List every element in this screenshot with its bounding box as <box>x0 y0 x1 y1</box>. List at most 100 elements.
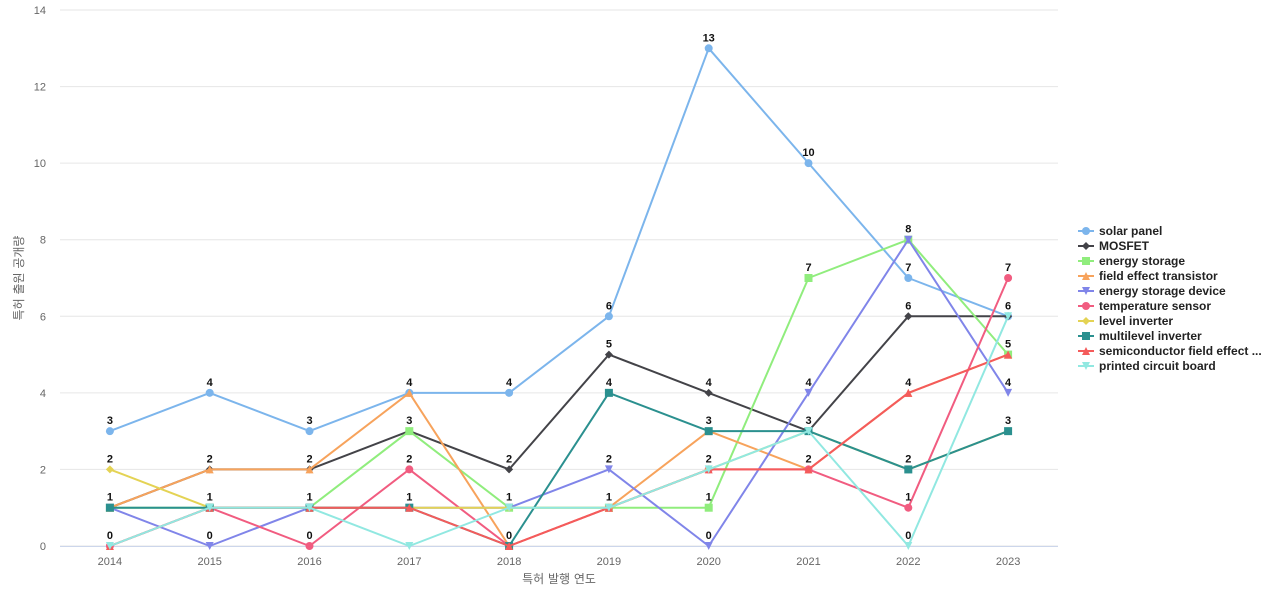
data-point[interactable] <box>205 465 214 474</box>
data-point[interactable] <box>704 44 713 53</box>
legend-symbol[interactable] <box>1082 257 1090 265</box>
data-point[interactable] <box>704 388 713 397</box>
data-point[interactable] <box>904 274 913 282</box>
data-point[interactable] <box>604 312 613 321</box>
data-point[interactable] <box>604 503 613 512</box>
data-point[interactable] <box>205 388 214 397</box>
legend-item[interactable]: printed circuit board <box>1078 359 1216 373</box>
legend-item[interactable]: energy storage <box>1078 254 1185 268</box>
data-point[interactable] <box>105 542 114 550</box>
data-point[interactable] <box>1004 427 1013 436</box>
data-point[interactable] <box>704 542 713 550</box>
legend-symbol[interactable] <box>1082 347 1090 355</box>
legend-item[interactable]: multilevel inverter <box>1078 329 1202 343</box>
legend-symbol[interactable] <box>1082 317 1090 325</box>
data-point[interactable] <box>205 503 214 512</box>
series-0[interactable] <box>105 44 1013 436</box>
data-point[interactable] <box>904 312 913 321</box>
data-label: 3 <box>706 415 712 427</box>
legend-item[interactable]: field effect transistor <box>1078 269 1218 283</box>
legend-symbol[interactable] <box>1082 332 1090 340</box>
data-point[interactable] <box>405 503 414 512</box>
data-point[interactable] <box>405 427 414 436</box>
data-point[interactable] <box>1004 274 1013 282</box>
data-point[interactable] <box>604 388 613 397</box>
legend-symbol[interactable] <box>1082 272 1090 280</box>
series-line[interactable] <box>109 315 1009 509</box>
data-point[interactable] <box>505 542 514 550</box>
legend-item[interactable]: MOSFET <box>1078 239 1150 253</box>
series-line[interactable] <box>109 353 1009 547</box>
data-label: 4 <box>706 377 713 389</box>
series-9[interactable] <box>105 312 1013 550</box>
y-tick-label: 2 <box>40 464 46 476</box>
data-point[interactable] <box>704 465 713 474</box>
data-label: 1 <box>306 492 312 504</box>
legend-item[interactable]: temperature sensor <box>1078 299 1211 313</box>
data-label: 1 <box>207 492 213 504</box>
data-point[interactable] <box>1004 388 1013 397</box>
data-point[interactable] <box>405 542 414 550</box>
legend-symbol[interactable] <box>1082 362 1090 370</box>
data-point[interactable] <box>305 427 314 436</box>
x-tick-label: 2018 <box>497 556 521 568</box>
data-point[interactable] <box>305 542 314 550</box>
series-1[interactable] <box>105 312 1013 512</box>
data-point[interactable] <box>205 542 214 550</box>
data-point[interactable] <box>804 159 813 168</box>
series-line[interactable] <box>109 315 1010 547</box>
data-point[interactable] <box>305 503 314 512</box>
data-point[interactable] <box>704 427 713 436</box>
data-point[interactable] <box>105 503 114 512</box>
data-label: 1 <box>506 492 512 504</box>
data-point[interactable] <box>904 503 913 512</box>
data-point[interactable] <box>704 503 713 512</box>
data-point[interactable] <box>105 427 114 436</box>
data-label: 6 <box>606 300 612 312</box>
x-tick-label: 2023 <box>996 556 1020 568</box>
series-line[interactable] <box>109 47 1009 433</box>
data-point[interactable] <box>604 465 613 474</box>
data-point[interactable] <box>804 427 813 436</box>
data-label: 6 <box>1005 300 1011 312</box>
legend-item[interactable]: level inverter <box>1078 314 1173 328</box>
data-point[interactable] <box>505 503 514 512</box>
x-tick-label: 2014 <box>98 556 122 568</box>
data-point[interactable] <box>904 235 913 244</box>
data-point[interactable] <box>804 465 813 474</box>
data-point[interactable] <box>305 465 314 474</box>
data-point[interactable] <box>505 388 514 397</box>
legend-symbol[interactable] <box>1082 242 1090 250</box>
data-point[interactable] <box>405 388 414 397</box>
data-point[interactable] <box>405 465 414 474</box>
legend-symbol[interactable] <box>1082 302 1090 310</box>
x-tick-label: 2015 <box>197 556 221 568</box>
data-point[interactable] <box>904 465 913 474</box>
data-label: 2 <box>306 453 312 465</box>
data-point[interactable] <box>1004 350 1013 359</box>
data-point[interactable] <box>804 274 813 282</box>
data-point[interactable] <box>604 350 613 359</box>
y-tick-label: 4 <box>40 388 46 400</box>
data-point[interactable] <box>105 465 114 474</box>
data-label: 3 <box>107 415 113 427</box>
legend-symbol[interactable] <box>1082 287 1090 295</box>
series-line[interactable] <box>109 238 1009 509</box>
data-point[interactable] <box>1004 312 1013 321</box>
series-group <box>105 44 1013 550</box>
data-point[interactable] <box>804 388 813 397</box>
data-label: 3 <box>1005 415 1011 427</box>
legend-item[interactable]: energy storage device <box>1078 284 1226 298</box>
legend-symbol[interactable] <box>1082 227 1090 235</box>
data-point[interactable] <box>904 388 913 397</box>
data-label: 1 <box>706 492 712 504</box>
data-point[interactable] <box>904 542 913 550</box>
data-point[interactable] <box>505 465 514 474</box>
legend-item[interactable]: solar panel <box>1078 224 1162 238</box>
data-label: 0 <box>506 530 512 542</box>
series-line[interactable] <box>109 353 1009 547</box>
data-label: 5 <box>606 339 612 351</box>
legend-item[interactable]: semiconductor field effect ... <box>1078 344 1262 358</box>
